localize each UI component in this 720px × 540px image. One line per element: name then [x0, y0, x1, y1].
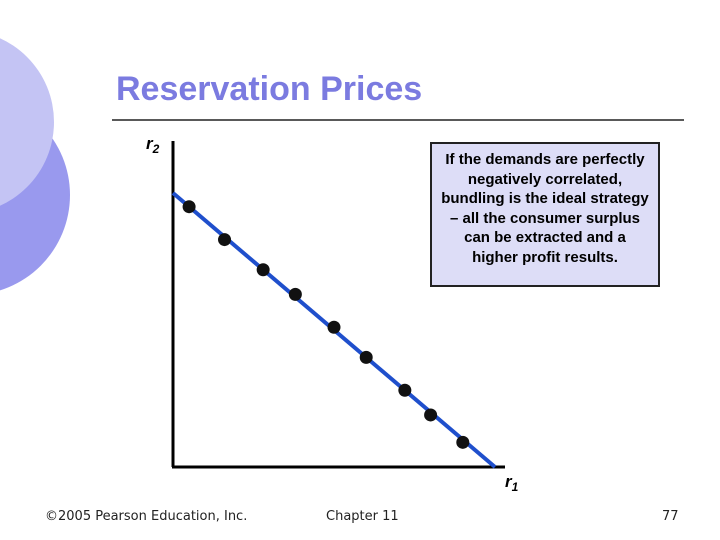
x-axis-label-r: r [505, 472, 512, 491]
consumer-point-2 [218, 233, 232, 247]
consumer-point-3 [256, 263, 270, 277]
decor-circle-front [0, 38, 54, 206]
footer-chapter: Chapter 11 [326, 509, 399, 524]
slide-title: Reservation Prices [116, 70, 423, 108]
consumer-point-9 [456, 435, 470, 449]
x-axis-label-sub: 1 [511, 480, 519, 494]
y-axis-label-sub: 2 [152, 142, 160, 156]
y-axis-label: r2 [146, 134, 159, 156]
x-axis-label: r1 [505, 472, 518, 494]
consumer-point-7 [398, 383, 412, 397]
footer-copyright: ©2005 Pearson Education, Inc. [45, 509, 248, 524]
consumer-points [182, 200, 470, 449]
bundling-callout-box: If the demands are perfectly negatively … [430, 142, 660, 287]
consumer-point-8 [424, 408, 438, 422]
consumer-point-4 [288, 287, 302, 301]
y-axis-label-r: r [146, 134, 153, 153]
consumer-point-1 [182, 200, 196, 214]
consumer-point-5 [327, 320, 341, 334]
footer-page-number: 77 [662, 509, 679, 524]
consumer-point-6 [359, 350, 373, 364]
